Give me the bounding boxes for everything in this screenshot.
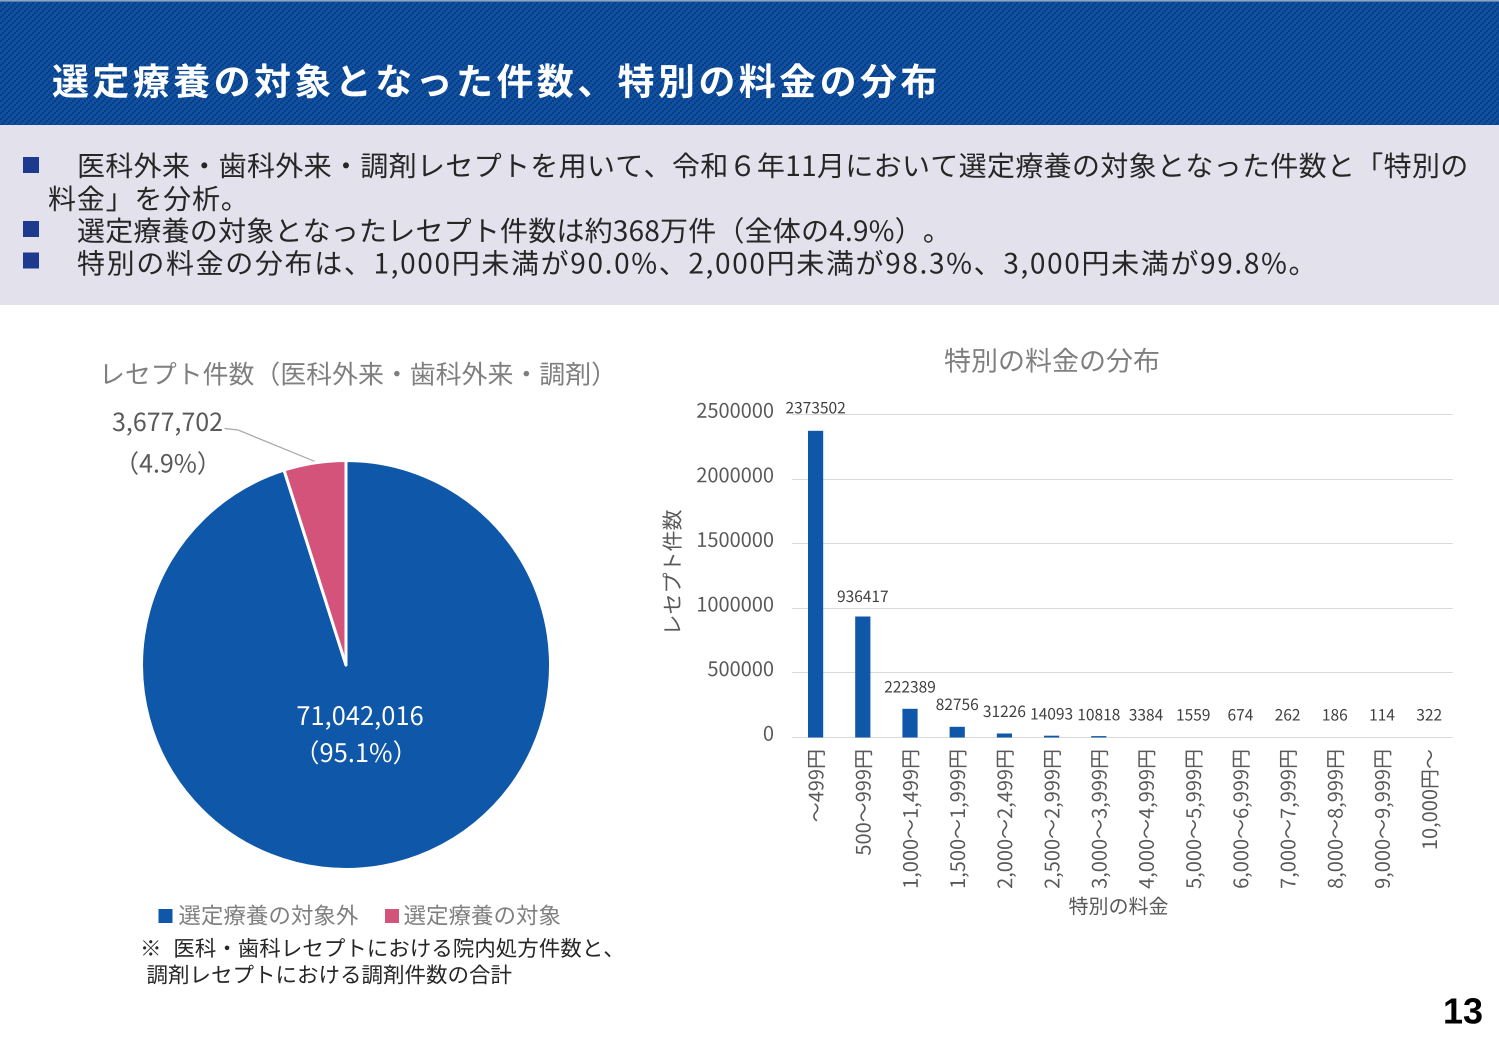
svg-text:13: 13	[1443, 991, 1483, 1032]
